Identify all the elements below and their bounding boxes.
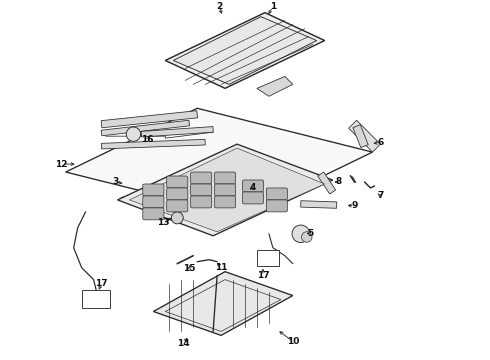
FancyBboxPatch shape — [143, 196, 164, 208]
FancyBboxPatch shape — [267, 200, 288, 212]
Text: 2: 2 — [216, 2, 222, 11]
Polygon shape — [165, 13, 325, 88]
FancyBboxPatch shape — [167, 176, 188, 188]
Circle shape — [172, 212, 183, 224]
Text: 7: 7 — [377, 192, 384, 201]
Text: 8: 8 — [336, 177, 342, 186]
Text: 15: 15 — [183, 264, 196, 273]
Polygon shape — [129, 148, 325, 232]
Polygon shape — [66, 108, 372, 216]
Text: 17: 17 — [95, 279, 108, 288]
FancyBboxPatch shape — [243, 192, 264, 204]
FancyBboxPatch shape — [191, 184, 212, 196]
FancyBboxPatch shape — [191, 172, 212, 184]
Polygon shape — [353, 125, 368, 148]
Bar — [257, 250, 279, 266]
Text: 16: 16 — [141, 135, 154, 144]
Polygon shape — [118, 144, 333, 236]
Polygon shape — [101, 139, 205, 149]
FancyBboxPatch shape — [243, 180, 264, 192]
Polygon shape — [173, 17, 317, 84]
FancyBboxPatch shape — [191, 196, 212, 208]
FancyBboxPatch shape — [143, 208, 164, 220]
FancyBboxPatch shape — [167, 200, 188, 212]
FancyBboxPatch shape — [215, 172, 236, 184]
Text: 6: 6 — [377, 138, 384, 147]
Polygon shape — [141, 127, 213, 137]
FancyBboxPatch shape — [143, 184, 164, 196]
Text: 10: 10 — [287, 337, 299, 346]
Polygon shape — [101, 120, 190, 136]
Polygon shape — [301, 201, 337, 208]
Text: 13: 13 — [157, 218, 170, 227]
FancyBboxPatch shape — [167, 188, 188, 200]
Circle shape — [126, 127, 141, 141]
Text: 5: 5 — [308, 229, 314, 238]
Text: 4: 4 — [250, 184, 256, 193]
Text: 12: 12 — [55, 159, 68, 168]
Text: 11: 11 — [215, 263, 227, 272]
Bar — [82, 289, 110, 307]
Text: 3: 3 — [112, 177, 119, 186]
Polygon shape — [318, 172, 336, 194]
Polygon shape — [257, 76, 293, 96]
Text: 17: 17 — [257, 271, 269, 280]
Polygon shape — [153, 272, 293, 336]
Circle shape — [301, 232, 312, 242]
FancyBboxPatch shape — [267, 188, 288, 200]
Text: 1: 1 — [270, 2, 276, 11]
Text: 9: 9 — [351, 201, 358, 210]
Polygon shape — [348, 120, 380, 152]
Text: 14: 14 — [177, 339, 190, 348]
FancyBboxPatch shape — [215, 196, 236, 208]
Circle shape — [292, 225, 310, 243]
Polygon shape — [101, 111, 197, 128]
FancyBboxPatch shape — [215, 184, 236, 196]
